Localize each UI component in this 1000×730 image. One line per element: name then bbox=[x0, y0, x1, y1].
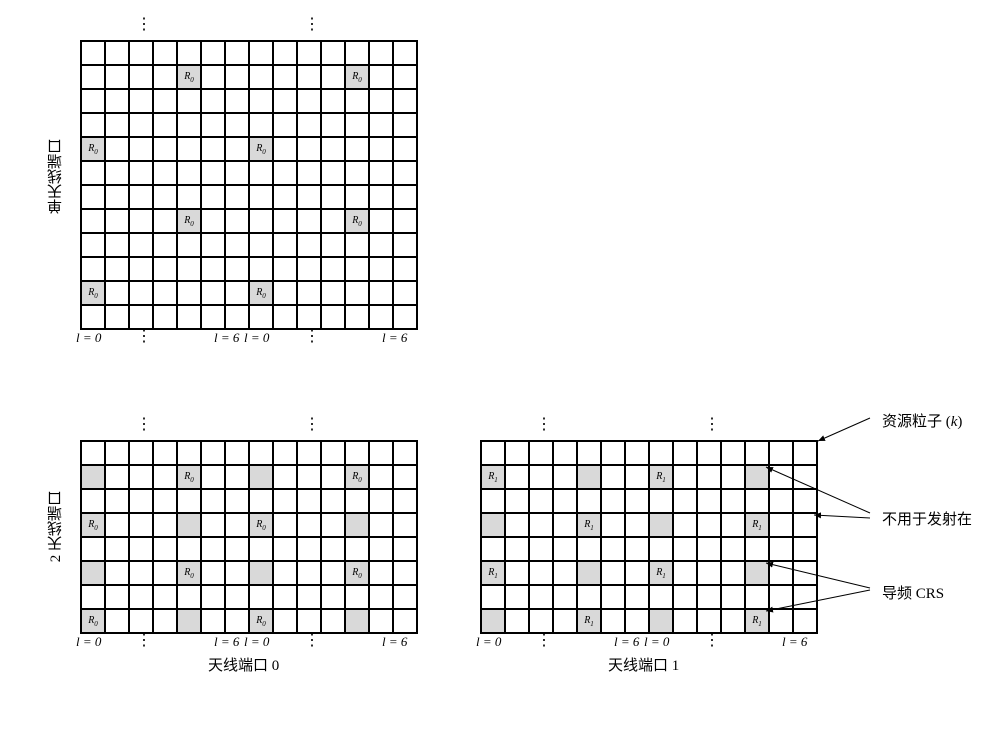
legend-arrows bbox=[20, 20, 980, 710]
